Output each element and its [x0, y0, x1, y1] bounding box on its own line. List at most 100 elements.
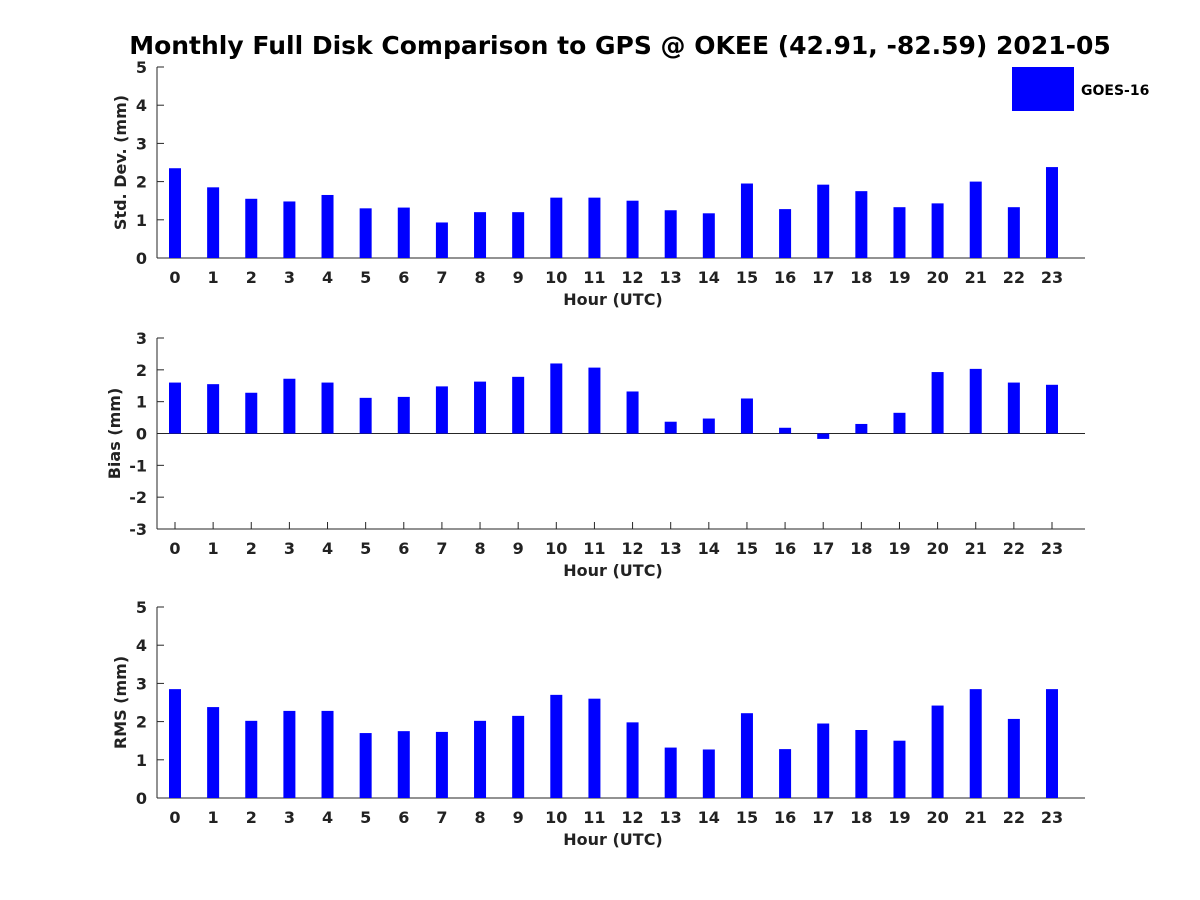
x-tick-label: 4 [322, 539, 333, 558]
y-tick-label: 4 [136, 96, 147, 115]
x-tick-label: 9 [513, 539, 524, 558]
x-tick-label: 15 [736, 808, 758, 827]
bar-bias-hour-17 [817, 433, 830, 439]
bar-bias-hour-9 [512, 376, 525, 434]
y-axis-label-rms: RMS (mm) [111, 656, 130, 749]
x-tick-label: 5 [360, 539, 371, 558]
x-tick-label: 4 [322, 268, 333, 287]
bar-std-dev-hour-16 [779, 209, 792, 258]
x-tick-label: 18 [850, 539, 872, 558]
x-tick-label: 9 [513, 268, 524, 287]
x-axis-label-bias: Hour (UTC) [563, 561, 663, 580]
x-tick-label: 19 [888, 808, 910, 827]
x-tick-label: 22 [1003, 539, 1025, 558]
bar-rms-hour-13 [664, 747, 677, 798]
x-tick-label: 0 [169, 539, 180, 558]
y-tick-label: -3 [129, 520, 147, 539]
y-tick-label: 5 [136, 598, 147, 617]
y-tick-label: -1 [129, 456, 147, 475]
x-tick-label: 21 [965, 808, 987, 827]
y-tick-label: 5 [136, 58, 147, 77]
x-axis-label-std-dev: Hour (UTC) [563, 290, 663, 309]
x-tick-label: 3 [284, 539, 295, 558]
legend: GOES-16 [1012, 67, 1149, 111]
bar-bias-hour-19 [893, 412, 906, 434]
bar-rms-hour-21 [969, 689, 982, 798]
x-tick-label: 10 [545, 808, 567, 827]
bar-rms-hour-12 [626, 722, 639, 798]
x-tick-label: 2 [246, 539, 257, 558]
x-tick-label: 3 [284, 808, 295, 827]
x-tick-label: 6 [398, 268, 409, 287]
y-tick-label: 1 [136, 393, 147, 412]
bar-rms-hour-6 [397, 731, 410, 798]
x-tick-label: 10 [545, 268, 567, 287]
bar-bias-hour-21 [969, 368, 982, 434]
bar-bias-hour-3 [283, 378, 296, 434]
bar-rms-hour-0 [169, 689, 181, 798]
bar-std-dev-hour-5 [359, 208, 372, 258]
x-tick-label: 18 [850, 268, 872, 287]
bar-rms-hour-14 [702, 749, 715, 798]
bar-bias-hour-14 [702, 418, 715, 434]
bar-rms-hour-22 [1007, 718, 1020, 798]
x-tick-label: 11 [583, 539, 605, 558]
y-tick-label: 3 [136, 674, 147, 693]
bar-rms-hour-1 [207, 707, 220, 798]
y-tick-label: -2 [129, 488, 147, 507]
x-tick-label: 1 [208, 539, 219, 558]
x-tick-label: 1 [208, 268, 219, 287]
legend-label-goes-16: GOES-16 [1081, 83, 1149, 99]
bar-bias-hour-1 [207, 384, 220, 434]
bar-std-dev-hour-14 [702, 213, 715, 258]
bar-rms-hour-16 [779, 749, 792, 798]
bar-std-dev-hour-9 [512, 212, 525, 258]
x-tick-label: 21 [965, 268, 987, 287]
x-axis-label-rms: Hour (UTC) [563, 830, 663, 849]
x-tick-label: 14 [698, 539, 720, 558]
bar-std-dev-hour-0 [169, 168, 181, 258]
bar-rms-hour-5 [359, 733, 372, 798]
bar-std-dev-hour-2 [245, 198, 258, 258]
bar-std-dev-hour-7 [435, 222, 448, 258]
bar-bias-hour-5 [359, 397, 372, 434]
bar-rms-hour-2 [245, 720, 258, 798]
bar-std-dev-hour-19 [893, 207, 906, 258]
bar-bias-hour-10 [550, 363, 563, 434]
x-tick-label: 14 [698, 268, 720, 287]
y-tick-label: 3 [136, 329, 147, 348]
bar-rms-hour-23 [1045, 689, 1058, 798]
chart-title: Monthly Full Disk Comparison to GPS @ OK… [129, 31, 1111, 60]
x-tick-label: 4 [322, 808, 333, 827]
bar-rms-hour-11 [588, 698, 601, 798]
bar-std-dev-hour-6 [397, 207, 410, 258]
x-tick-label: 19 [888, 268, 910, 287]
y-tick-label: 1 [136, 751, 147, 770]
bar-std-dev-hour-3 [283, 201, 296, 258]
bar-bias-hour-23 [1045, 384, 1058, 434]
bar-rms-hour-10 [550, 694, 563, 798]
y-tick-label: 0 [136, 249, 147, 268]
x-tick-label: 8 [474, 539, 485, 558]
bar-bias-hour-22 [1007, 382, 1020, 434]
x-tick-label: 19 [888, 539, 910, 558]
x-tick-label: 21 [965, 539, 987, 558]
bar-bias-hour-6 [397, 396, 410, 434]
bar-rms-hour-8 [474, 720, 487, 798]
y-tick-label: 0 [136, 425, 147, 444]
x-tick-label: 17 [812, 539, 834, 558]
x-tick-label: 20 [926, 808, 948, 827]
bar-rms-hour-20 [931, 705, 944, 798]
bar-std-dev-hour-15 [740, 183, 753, 258]
x-tick-label: 7 [436, 539, 447, 558]
bar-bias-hour-7 [435, 386, 448, 434]
bar-std-dev-hour-10 [550, 197, 563, 258]
x-tick-label: 2 [246, 268, 257, 287]
y-tick-label: 1 [136, 211, 147, 230]
bar-std-dev-hour-18 [855, 191, 868, 258]
bar-std-dev-hour-20 [931, 203, 944, 258]
bar-rms-hour-17 [817, 723, 830, 798]
bar-rms-hour-3 [283, 710, 296, 798]
